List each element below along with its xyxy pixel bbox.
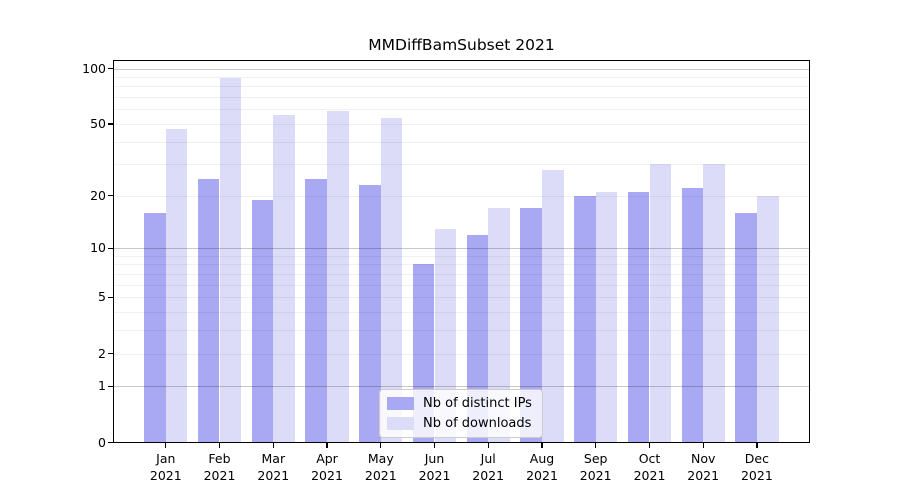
bar-nb-of-distinct-ips-sep bbox=[574, 195, 596, 443]
y-tick-label-1: 1 bbox=[98, 378, 106, 394]
y-gridline-minor-80 bbox=[114, 86, 809, 88]
bar-nb-of-distinct-ips-feb bbox=[197, 178, 220, 443]
y-tick-100 bbox=[108, 67, 113, 70]
bar-nb-of-distinct-ips-nov bbox=[681, 188, 704, 443]
x-tick-sep bbox=[595, 443, 597, 448]
x-tick-label-oct: Oct 2021 bbox=[633, 451, 666, 483]
legend: Nb of distinct IPs Nb of downloads bbox=[379, 389, 543, 438]
x-tick-jun bbox=[433, 443, 436, 448]
bar-nb-of-downloads-dec bbox=[756, 195, 779, 443]
y-gridline-minor-2 bbox=[114, 353, 809, 355]
bar-nb-of-downloads-jan bbox=[165, 128, 188, 443]
y-gridline-major-1 bbox=[114, 386, 809, 388]
x-tick-oct bbox=[648, 443, 651, 448]
legend-label-distinct-ips: Nb of distinct IPs bbox=[423, 396, 532, 411]
x-tick-label-may: May 2021 bbox=[364, 451, 397, 483]
bar-nb-of-distinct-ips-mar bbox=[251, 199, 274, 443]
y-gridline-minor-90 bbox=[114, 76, 809, 78]
y-tick-2 bbox=[108, 352, 113, 355]
legend-entry-distinct-ips: Nb of distinct IPs bbox=[387, 396, 532, 411]
x-tick-feb bbox=[218, 443, 221, 448]
x-tick-may bbox=[380, 443, 382, 448]
x-tick-dec bbox=[756, 443, 758, 448]
bar-nb-of-distinct-ips-aug bbox=[520, 208, 542, 443]
bar-nb-of-distinct-ips-jan bbox=[144, 212, 166, 443]
legend-entry-downloads: Nb of downloads bbox=[387, 416, 532, 431]
y-gridline-minor-8 bbox=[114, 264, 809, 266]
y-gridline-minor-50 bbox=[114, 123, 809, 125]
y-tick-20 bbox=[108, 195, 113, 197]
bar-nb-of-downloads-jul bbox=[488, 208, 510, 443]
y-gridline-minor-6 bbox=[114, 284, 809, 286]
y-gridline-minor-3 bbox=[114, 330, 809, 332]
bar-nb-of-downloads-oct bbox=[649, 164, 672, 443]
bar-nb-of-downloads-feb bbox=[219, 77, 242, 443]
bar-nb-of-distinct-ips-apr bbox=[305, 178, 327, 443]
x-tick-jul bbox=[487, 443, 489, 448]
y-tick-0 bbox=[108, 441, 113, 444]
legend-swatch-distinct-ips bbox=[387, 397, 414, 410]
y-tick-1 bbox=[108, 385, 113, 387]
y-tick-5 bbox=[108, 296, 113, 298]
y-gridline-minor-9 bbox=[114, 255, 809, 257]
y-tick-label-0: 0 bbox=[98, 434, 106, 450]
x-tick-label-mar: Mar 2021 bbox=[257, 451, 290, 483]
x-tick-label-apr: Apr 2021 bbox=[311, 451, 343, 483]
y-tick-label-100: 100 bbox=[82, 60, 106, 76]
y-gridline-minor-4 bbox=[114, 312, 809, 314]
y-gridline-minor-60 bbox=[114, 109, 809, 111]
bar-nb-of-downloads-nov bbox=[703, 164, 725, 443]
x-tick-label-aug: Aug 2021 bbox=[526, 451, 558, 483]
x-tick-label-nov: Nov 2021 bbox=[687, 451, 720, 483]
y-tick-label-2: 2 bbox=[98, 345, 106, 361]
bar-nb-of-downloads-apr bbox=[327, 110, 349, 443]
x-tick-label-jul: Jul 2021 bbox=[472, 451, 505, 483]
x-tick-label-jun: Jun 2021 bbox=[418, 451, 451, 483]
bar-nb-of-downloads-aug bbox=[542, 169, 564, 443]
x-tick-label-jan: Jan 2021 bbox=[149, 451, 182, 483]
x-tick-aug bbox=[541, 443, 543, 448]
x-tick-label-feb: Feb 2021 bbox=[203, 451, 236, 483]
y-gridline-minor-30 bbox=[114, 164, 809, 166]
y-tick-50 bbox=[108, 123, 113, 125]
bar-nb-of-downloads-sep bbox=[595, 192, 618, 443]
x-tick-apr bbox=[326, 443, 328, 448]
y-gridline-major-100 bbox=[114, 68, 809, 70]
legend-swatch-downloads bbox=[387, 417, 414, 430]
y-tick-label-10: 10 bbox=[90, 240, 106, 256]
y-tick-label-5: 5 bbox=[98, 289, 106, 305]
bar-nb-of-distinct-ips-oct bbox=[627, 192, 650, 443]
chart-title: MMDiffBamSubset 2021 bbox=[368, 36, 555, 54]
x-tick-label-dec: Dec 2021 bbox=[740, 451, 773, 483]
bar-nb-of-distinct-ips-may bbox=[359, 185, 381, 443]
y-tick-label-20: 20 bbox=[90, 187, 106, 203]
bar-nb-of-downloads-may bbox=[380, 117, 403, 443]
y-gridline-minor-40 bbox=[114, 141, 809, 143]
y-gridline-minor-5 bbox=[114, 297, 809, 299]
bar-nb-of-downloads-mar bbox=[273, 114, 295, 443]
y-tick-label-50: 50 bbox=[90, 115, 106, 131]
y-gridline-minor-70 bbox=[114, 97, 809, 99]
y-tick-10 bbox=[108, 247, 113, 249]
x-tick-label-sep: Sep 2021 bbox=[579, 451, 612, 483]
x-tick-jan bbox=[165, 443, 167, 448]
x-tick-nov bbox=[702, 443, 704, 448]
x-tick-mar bbox=[272, 443, 274, 448]
bar-nb-of-distinct-ips-dec bbox=[735, 212, 757, 443]
y-gridline-major-10 bbox=[114, 248, 809, 250]
y-gridline-minor-7 bbox=[114, 274, 809, 275]
y-gridline-minor-20 bbox=[114, 195, 809, 197]
legend-label-downloads: Nb of downloads bbox=[423, 416, 532, 431]
